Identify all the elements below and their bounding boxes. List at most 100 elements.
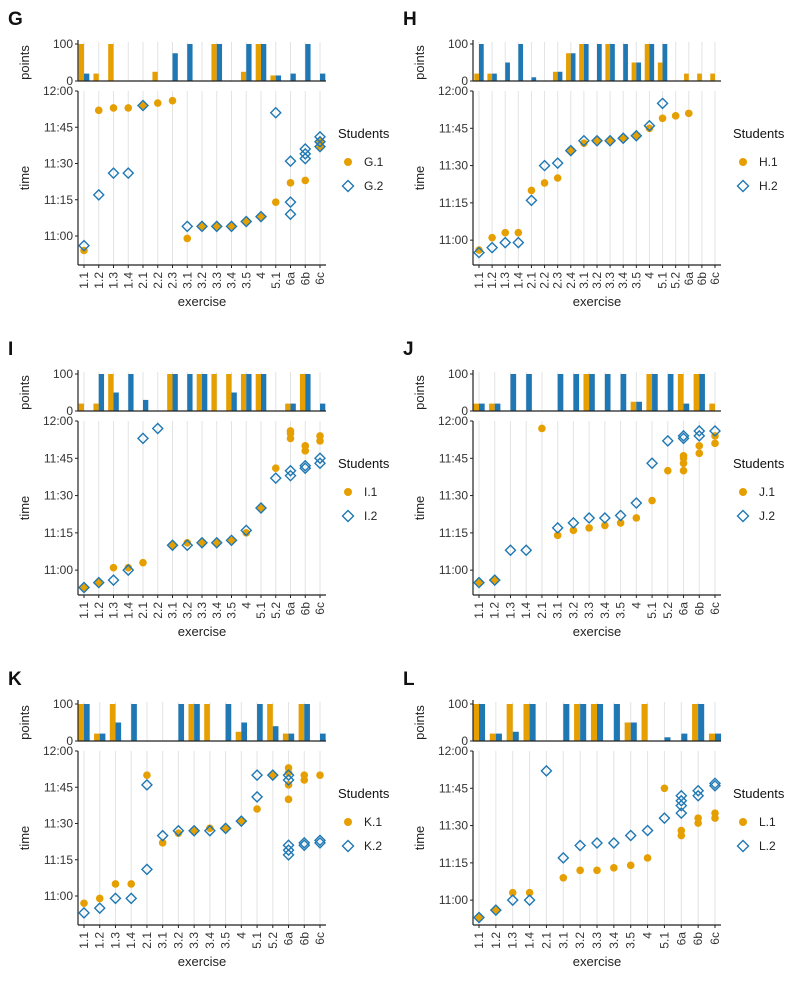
x-tick-label: 1.4 bbox=[124, 932, 138, 949]
x-tick-label: 6b bbox=[695, 272, 709, 286]
points-bar-g2 bbox=[275, 75, 282, 81]
point-i-1 bbox=[109, 563, 118, 572]
x-tick-label: 5.1 bbox=[269, 272, 283, 289]
time-y-tick-label: 11:15 bbox=[439, 526, 468, 540]
points-bar-l1 bbox=[590, 704, 597, 741]
point-k-2 bbox=[251, 769, 264, 782]
point-g-2 bbox=[314, 140, 326, 153]
panel-label: J bbox=[403, 339, 414, 360]
point-l-1 bbox=[525, 888, 534, 897]
point-i-1 bbox=[139, 558, 147, 567]
points-bar-g1 bbox=[78, 44, 84, 81]
legend-title: Students bbox=[733, 456, 785, 471]
points-bar-j1 bbox=[630, 401, 637, 411]
point-k-2 bbox=[282, 844, 295, 857]
x-tick-label: 2.1 bbox=[524, 272, 538, 289]
point-k-2 bbox=[140, 778, 153, 791]
point-k-1 bbox=[300, 771, 309, 779]
points-bar-g1 bbox=[93, 73, 99, 81]
points-bar-h2 bbox=[518, 44, 524, 81]
point-l-2 bbox=[506, 894, 519, 907]
bar-y-tick-label: 100 bbox=[53, 37, 73, 51]
point-h-1 bbox=[501, 228, 510, 237]
points-bar-h2 bbox=[623, 44, 628, 81]
point-l-1 bbox=[559, 873, 568, 882]
bar-y-tick-label: 0 bbox=[66, 734, 73, 748]
point-g-2 bbox=[314, 130, 326, 143]
point-h-1 bbox=[632, 131, 641, 140]
point-l-1 bbox=[475, 913, 483, 922]
point-k-2 bbox=[188, 824, 201, 837]
points-bar-i2 bbox=[231, 392, 237, 411]
point-g-1 bbox=[153, 99, 162, 107]
x-tick-label: 6b bbox=[298, 272, 312, 286]
point-i-2 bbox=[210, 536, 223, 549]
points-bar-i2 bbox=[98, 374, 105, 411]
point-h-1 bbox=[606, 136, 614, 145]
point-k-2 bbox=[314, 834, 326, 847]
point-l-2 bbox=[624, 829, 637, 842]
point-j-2 bbox=[551, 521, 564, 534]
x-tick-label: 5.2 bbox=[661, 602, 675, 619]
bar-y-axis-title: points bbox=[412, 705, 427, 740]
x-tick-label: 3.3 bbox=[187, 932, 201, 949]
time-y-tick-label: 11:45 bbox=[44, 120, 73, 134]
x-axis-title: exercise bbox=[178, 624, 226, 639]
points-bar-i1 bbox=[240, 374, 247, 411]
panel-k: K 0 100 points 11:00 11:15 11:30 11:45 12:00 time… bbox=[8, 669, 390, 969]
legend-title: Students bbox=[733, 126, 785, 141]
points-bar-l1 bbox=[574, 704, 581, 741]
legend-label-series-1: K.1 bbox=[364, 815, 382, 829]
time-y-axis-title: time bbox=[17, 166, 32, 191]
point-k-1 bbox=[158, 839, 167, 847]
points-bar-i1 bbox=[167, 374, 173, 411]
points-bar-g2 bbox=[305, 44, 311, 81]
points-bar-k1 bbox=[282, 733, 289, 741]
point-i-2 bbox=[314, 452, 326, 465]
time-y-tick-label: 11:00 bbox=[439, 893, 468, 907]
point-i-1 bbox=[271, 464, 280, 473]
points-bar-l2 bbox=[580, 704, 587, 741]
points-bar-g1 bbox=[270, 75, 276, 81]
points-bar-i1 bbox=[285, 403, 291, 411]
points-bar-j2 bbox=[479, 403, 485, 411]
x-tick-label: 3.2 bbox=[590, 272, 604, 289]
point-h-1 bbox=[580, 139, 588, 147]
points-bar-h1 bbox=[644, 44, 650, 81]
point-l-2 bbox=[675, 794, 688, 807]
point-j-2 bbox=[520, 544, 533, 557]
time-y-tick-label: 12:00 bbox=[438, 84, 468, 98]
points-bar-i1 bbox=[226, 374, 232, 411]
x-tick-label: 3.1 bbox=[180, 272, 194, 289]
legend-label-series-2: K.2 bbox=[364, 839, 382, 853]
time-y-tick-label: 11:45 bbox=[44, 451, 73, 465]
point-k-2 bbox=[282, 839, 295, 852]
x-tick-label: 6a bbox=[284, 272, 298, 286]
x-tick-label: 4 bbox=[239, 602, 253, 609]
bar-y-axis-title: points bbox=[412, 375, 427, 410]
x-tick-label: 3.4 bbox=[210, 602, 224, 619]
points-bar-k2 bbox=[304, 704, 310, 741]
x-tick-label: 1.4 bbox=[523, 932, 537, 949]
legend-key-circle bbox=[739, 818, 747, 826]
point-l-2 bbox=[473, 911, 485, 924]
point-g-2 bbox=[107, 167, 120, 180]
point-i-2 bbox=[92, 576, 105, 589]
point-h-2 bbox=[577, 134, 590, 147]
point-i-1 bbox=[168, 541, 177, 550]
point-j-2 bbox=[567, 516, 580, 529]
points-bar-l1 bbox=[489, 733, 496, 741]
points-bar-l2 bbox=[613, 704, 620, 741]
point-k-1 bbox=[143, 771, 151, 779]
point-i-2 bbox=[299, 459, 312, 472]
point-l-1 bbox=[694, 814, 702, 822]
legend-label-series-1: H.1 bbox=[759, 155, 778, 169]
points-bar-h2 bbox=[597, 44, 602, 81]
bar-y-tick-label: 0 bbox=[66, 74, 73, 88]
point-j-2 bbox=[630, 497, 643, 510]
point-k-1 bbox=[284, 795, 293, 804]
points-bar-i1 bbox=[255, 374, 261, 411]
point-i-1 bbox=[301, 442, 310, 450]
x-tick-label: 6b bbox=[297, 932, 311, 946]
